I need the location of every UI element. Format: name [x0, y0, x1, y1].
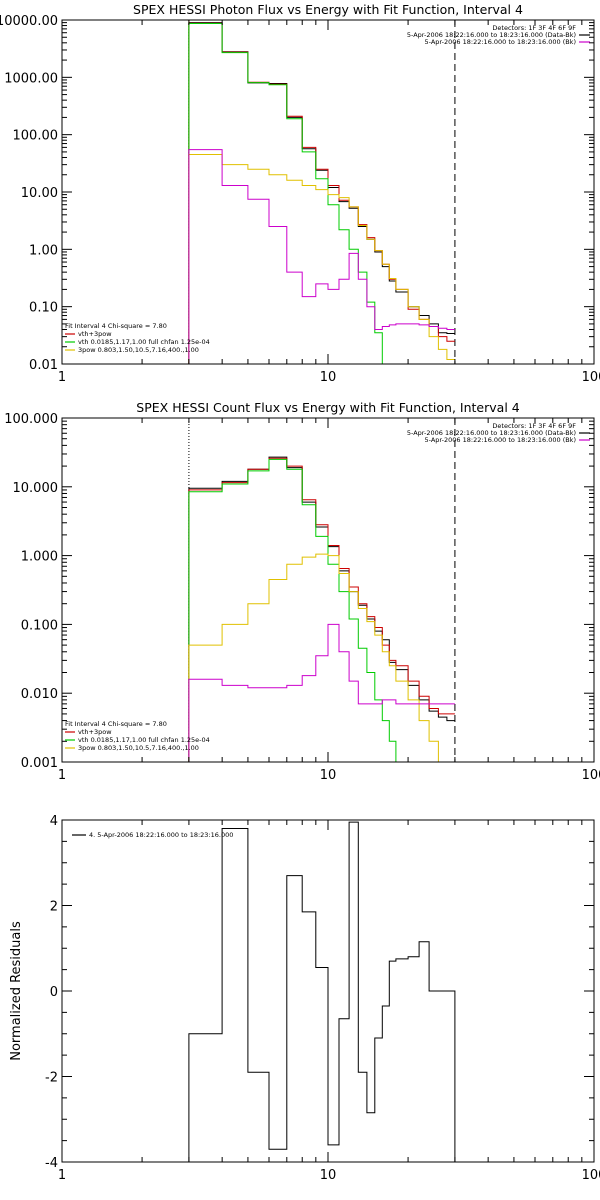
chart-2: 1 10 100 100.000 10.000 1.000 0.100 0.010 0.001 S…	[4, 400, 600, 783]
x-tick-label: 1	[58, 370, 66, 385]
plot-area	[188, 821, 456, 1162]
info-line: Detectors: 1F 3F 4F 6F 9F	[492, 422, 576, 430]
plot-area	[188, 418, 456, 762]
y-tick-label: -4	[45, 1156, 58, 1171]
legend-entry: 3pow 0.803,1.50,10.5,7.16,400.,1.00	[78, 744, 199, 752]
y-tick-label: 1.00	[29, 243, 58, 258]
chart-title: SPEX HESSI Photon Flux vs Energy with Fi…	[133, 2, 523, 17]
chart-3: 1 10 100 4 2 0 -2 -4 Normalized Residuals 4. 5-Ap…	[9, 814, 600, 1183]
plot-frame	[61, 417, 595, 763]
x-tick-label: 10	[320, 768, 337, 783]
y-tick-label: 0	[50, 985, 58, 1000]
legend-entry: vth 0.0185,1.17,1.00 full chfan 1.25e-04	[78, 338, 210, 346]
legend-entry: vth 0.0185,1.17,1.00 full chfan 1.25e-04	[78, 736, 210, 744]
series-2-line	[188, 458, 397, 762]
series-0-line	[188, 456, 455, 762]
y-tick-label: 10.00	[21, 186, 58, 201]
info-line: 5-Apr-2006 18:22:16.000 to 18:23:16.000 …	[407, 429, 576, 437]
x-tick-label: 1	[58, 768, 66, 783]
y-tick-label: 2	[50, 900, 58, 915]
series-4-line	[188, 149, 455, 364]
series-0-line	[188, 22, 455, 364]
series-3-line	[188, 553, 448, 762]
series-1-line	[188, 22, 455, 364]
legend-entry: Fit Interval 4 Chi-square = 7.80	[65, 322, 167, 330]
y-tick-label: 0.100	[21, 618, 58, 633]
y-tick-label: 0.10	[29, 301, 58, 316]
legend-entry: vth+3pow	[78, 330, 112, 338]
series-0-line	[188, 821, 456, 1162]
legend-entry: 3pow 0.803,1.50,10.5,7.16,400.,1.00	[78, 346, 199, 354]
chart-1: 1 10 100 10000.00 1000.00 100.00 10.00 1.00 0.10…	[0, 2, 600, 385]
x-tick-label: 1	[58, 1168, 66, 1183]
x-tick-label: 10	[320, 1168, 337, 1183]
y-tick-label: 10000.00	[0, 14, 58, 29]
x-tick-label: 100	[582, 768, 600, 783]
y-tick-label: 4	[50, 814, 58, 829]
plot-area	[188, 20, 456, 364]
series-3-line	[188, 154, 455, 364]
y-tick-label: 100.00	[13, 129, 59, 144]
y-tick-label: 0.001	[21, 756, 58, 771]
y-tick-label: 100.000	[4, 412, 58, 427]
x-tick-label: 100	[582, 370, 600, 385]
legend-entry: Fit Interval 4 Chi-square = 7.80	[65, 720, 167, 728]
y-tick-label: -2	[45, 1071, 58, 1086]
y-tick-label: 1000.00	[4, 71, 58, 86]
info-line: Detectors: 1F 3F 4F 6F 9F	[492, 24, 576, 32]
y-tick-label: 0.01	[29, 358, 58, 373]
series-2-line	[188, 23, 383, 364]
series-4-line	[188, 623, 455, 762]
series-1-line	[188, 457, 455, 762]
info-line: 5-Apr-2006 18:22:16.000 to 18:23:16.000 …	[425, 38, 576, 46]
legend-entry: 4. 5-Apr-2006 18:22:16.000 to 18:23:16.0…	[89, 831, 233, 839]
y-tick-label: 0.010	[21, 687, 58, 702]
info-line: 5-Apr-2006 18:22:16.000 to 18:23:16.000 …	[407, 31, 576, 39]
info-line: 5-Apr-2006 18:22:16.000 to 18:23:16.000 …	[425, 436, 576, 444]
x-tick-label: 100	[582, 1168, 600, 1183]
y-tick-label: 10.000	[13, 481, 59, 496]
chart-title: SPEX HESSI Count Flux vs Energy with Fit…	[136, 400, 519, 415]
x-tick-label: 10	[320, 370, 337, 385]
y-axis-label: Normalized Residuals	[9, 921, 24, 1061]
y-tick-label: 1.000	[21, 550, 58, 565]
legend-entry: vth+3pow	[78, 728, 112, 736]
